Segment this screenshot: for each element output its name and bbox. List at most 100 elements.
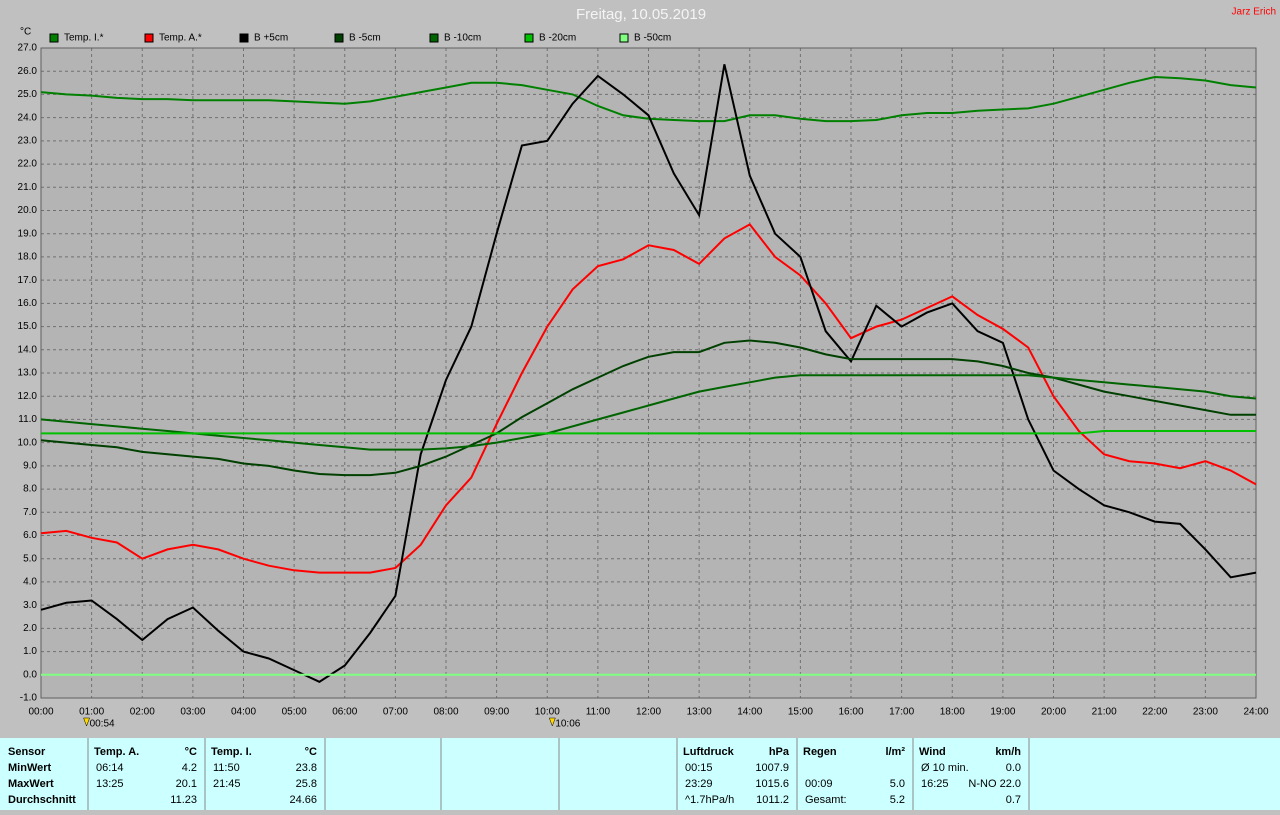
stat-value: 25.8 — [296, 778, 317, 790]
stat-value: 24.66 — [289, 794, 317, 806]
stat-value: 0.7 — [1006, 794, 1021, 806]
stat-time: Ø 10 min. — [921, 762, 969, 774]
legend-label: Temp. A.* — [159, 33, 202, 44]
stat-value: 20.1 — [176, 778, 197, 790]
stat-time: ^1.7hPa/h — [685, 794, 734, 806]
column-unit: km/h — [995, 746, 1021, 758]
y-tick-label: 25.0 — [18, 89, 38, 100]
column-unit: l/m² — [885, 746, 905, 758]
stat-value: 5.0 — [890, 778, 905, 790]
x-tick-label: 20:00 — [1041, 707, 1066, 718]
legend-swatch — [144, 33, 154, 43]
legend-swatch — [619, 33, 629, 43]
stat-time: 23:29 — [685, 778, 713, 790]
y-tick-label: 7.0 — [23, 507, 37, 518]
x-tick-label: 11:00 — [586, 707, 611, 718]
series-line — [41, 430, 1256, 435]
annotation: 00:54 — [90, 719, 115, 730]
legend-swatch — [49, 33, 59, 43]
x-tick-label: 09:00 — [484, 707, 509, 718]
row-label: Durchschnitt — [8, 794, 76, 806]
x-tick-label: 12:00 — [636, 707, 661, 718]
x-tick-label: 23:00 — [1193, 707, 1218, 718]
y-tick-label: 26.0 — [18, 66, 38, 77]
x-tick-label: 16:00 — [838, 707, 863, 718]
y-tick-label: 15.0 — [18, 321, 38, 332]
legend-label: B -50cm — [634, 33, 671, 44]
x-tick-label: 24:00 — [1243, 707, 1268, 718]
stat-value: N-NO 22.0 — [968, 778, 1021, 790]
annotation: 10:06 — [555, 719, 580, 730]
y-unit: °C — [20, 27, 31, 38]
column-unit: °C — [185, 746, 197, 758]
stat-time: 21:45 — [213, 778, 241, 790]
y-tick-label: 23.0 — [18, 135, 38, 146]
plot-border — [40, 47, 1257, 699]
y-tick-label: 0.0 — [23, 669, 37, 680]
stat-time: 00:15 — [685, 762, 713, 774]
series-line — [40, 64, 1257, 683]
y-tick-label: 14.0 — [18, 344, 38, 355]
legend-swatch — [524, 33, 534, 43]
column-title: Wind — [919, 746, 946, 758]
legend-swatch — [334, 33, 344, 43]
legend-label: Temp. I.* — [64, 33, 104, 44]
stat-time: 16:25 — [921, 778, 949, 790]
x-tick-label: 10:00 — [535, 707, 560, 718]
y-tick-label: 12.0 — [18, 391, 38, 402]
legend-label: B -5cm — [349, 33, 381, 44]
row-header: Sensor — [8, 746, 46, 758]
x-tick-label: 14:00 — [737, 707, 762, 718]
legend-label: B +5cm — [254, 33, 288, 44]
stat-time: 13:25 — [96, 778, 124, 790]
y-tick-label: 9.0 — [23, 460, 37, 471]
y-tick-label: 8.0 — [23, 484, 37, 495]
stat-value: 1015.6 — [755, 778, 789, 790]
stat-value: 5.2 — [890, 794, 905, 806]
x-tick-label: 13:00 — [687, 707, 712, 718]
x-tick-label: 02:00 — [130, 707, 155, 718]
x-tick-label: 22:00 — [1142, 707, 1167, 718]
author: Jarz Erich — [1232, 7, 1276, 18]
series-line — [40, 374, 1257, 451]
legend-label: B -20cm — [539, 33, 576, 44]
x-tick-label: 08:00 — [433, 707, 458, 718]
x-tick-label: 03:00 — [180, 707, 205, 718]
annotation-marker — [83, 717, 90, 727]
x-tick-label: 04:00 — [231, 707, 256, 718]
y-tick-label: 10.0 — [18, 437, 38, 448]
x-tick-label: 19:00 — [990, 707, 1015, 718]
y-tick-label: -1.0 — [20, 693, 38, 704]
stat-value: 4.2 — [182, 762, 197, 774]
column-title: Temp. A. — [94, 746, 139, 758]
annotation-marker — [548, 717, 556, 727]
y-tick-label: 11.0 — [18, 414, 37, 425]
y-tick-label: 22.0 — [18, 159, 38, 170]
stat-value: 1007.9 — [755, 762, 789, 774]
series-line — [40, 223, 1257, 574]
stat-value: 1011.2 — [756, 794, 789, 806]
stat-time: 11:50 — [213, 762, 240, 774]
stat-time: Gesamt: — [805, 794, 847, 806]
y-tick-label: 4.0 — [23, 577, 37, 588]
y-tick-label: 16.0 — [18, 298, 38, 309]
y-tick-label: 13.0 — [18, 368, 38, 379]
y-tick-label: 3.0 — [23, 600, 37, 611]
legend-swatch — [239, 33, 249, 43]
row-label: MinWert — [8, 762, 52, 774]
stats-panel — [0, 738, 1280, 810]
stat-time: 00:09 — [805, 778, 833, 790]
y-tick-label: 18.0 — [18, 252, 38, 263]
series-line — [40, 75, 1257, 123]
stat-value: 0.0 — [1006, 762, 1021, 774]
y-tick-label: 17.0 — [18, 275, 38, 286]
y-tick-label: 20.0 — [18, 205, 38, 216]
y-tick-label: 24.0 — [18, 112, 38, 123]
x-tick-label: 01:00 — [79, 707, 104, 718]
column-title: Temp. I. — [211, 746, 252, 758]
y-tick-label: 27.0 — [18, 43, 38, 54]
x-tick-label: 18:00 — [940, 707, 965, 718]
legend-swatch — [429, 33, 439, 43]
y-tick-label: 5.0 — [23, 553, 37, 564]
